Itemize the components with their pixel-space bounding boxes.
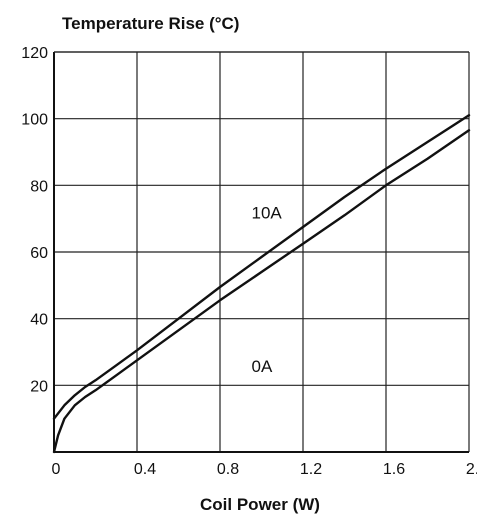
series-line-10a — [52, 114, 471, 420]
tick-labels: 0 0.4 0.8 1.2 1.6 2.0 20 40 60 80 100 120 — [21, 45, 477, 478]
y-axis-title: Temperature Rise (°C) — [62, 14, 239, 33]
series-line-0a — [52, 129, 471, 454]
x-tick-label: 0.8 — [217, 461, 239, 478]
series-lines — [52, 114, 471, 454]
x-tick-label: 0 — [52, 461, 61, 478]
x-tick-label: 1.6 — [383, 461, 405, 478]
series-label-10a: 10A — [252, 204, 283, 223]
y-tick-label: 80 — [30, 178, 48, 195]
y-tick-label: 20 — [30, 378, 48, 395]
y-tick-label: 120 — [21, 45, 48, 62]
x-tick-label: 0.4 — [134, 461, 156, 478]
series-labels: 10A 0A — [252, 204, 283, 376]
x-axis-title: Coil Power (W) — [200, 495, 320, 514]
x-tick-label: 1.2 — [300, 461, 322, 478]
y-tick-label: 100 — [21, 112, 48, 129]
grid — [53, 51, 470, 453]
y-tick-label: 40 — [30, 312, 48, 329]
series-label-0a: 0A — [252, 357, 273, 376]
y-tick-label: 60 — [30, 245, 48, 262]
x-tick-label: 2.0 — [466, 461, 477, 478]
